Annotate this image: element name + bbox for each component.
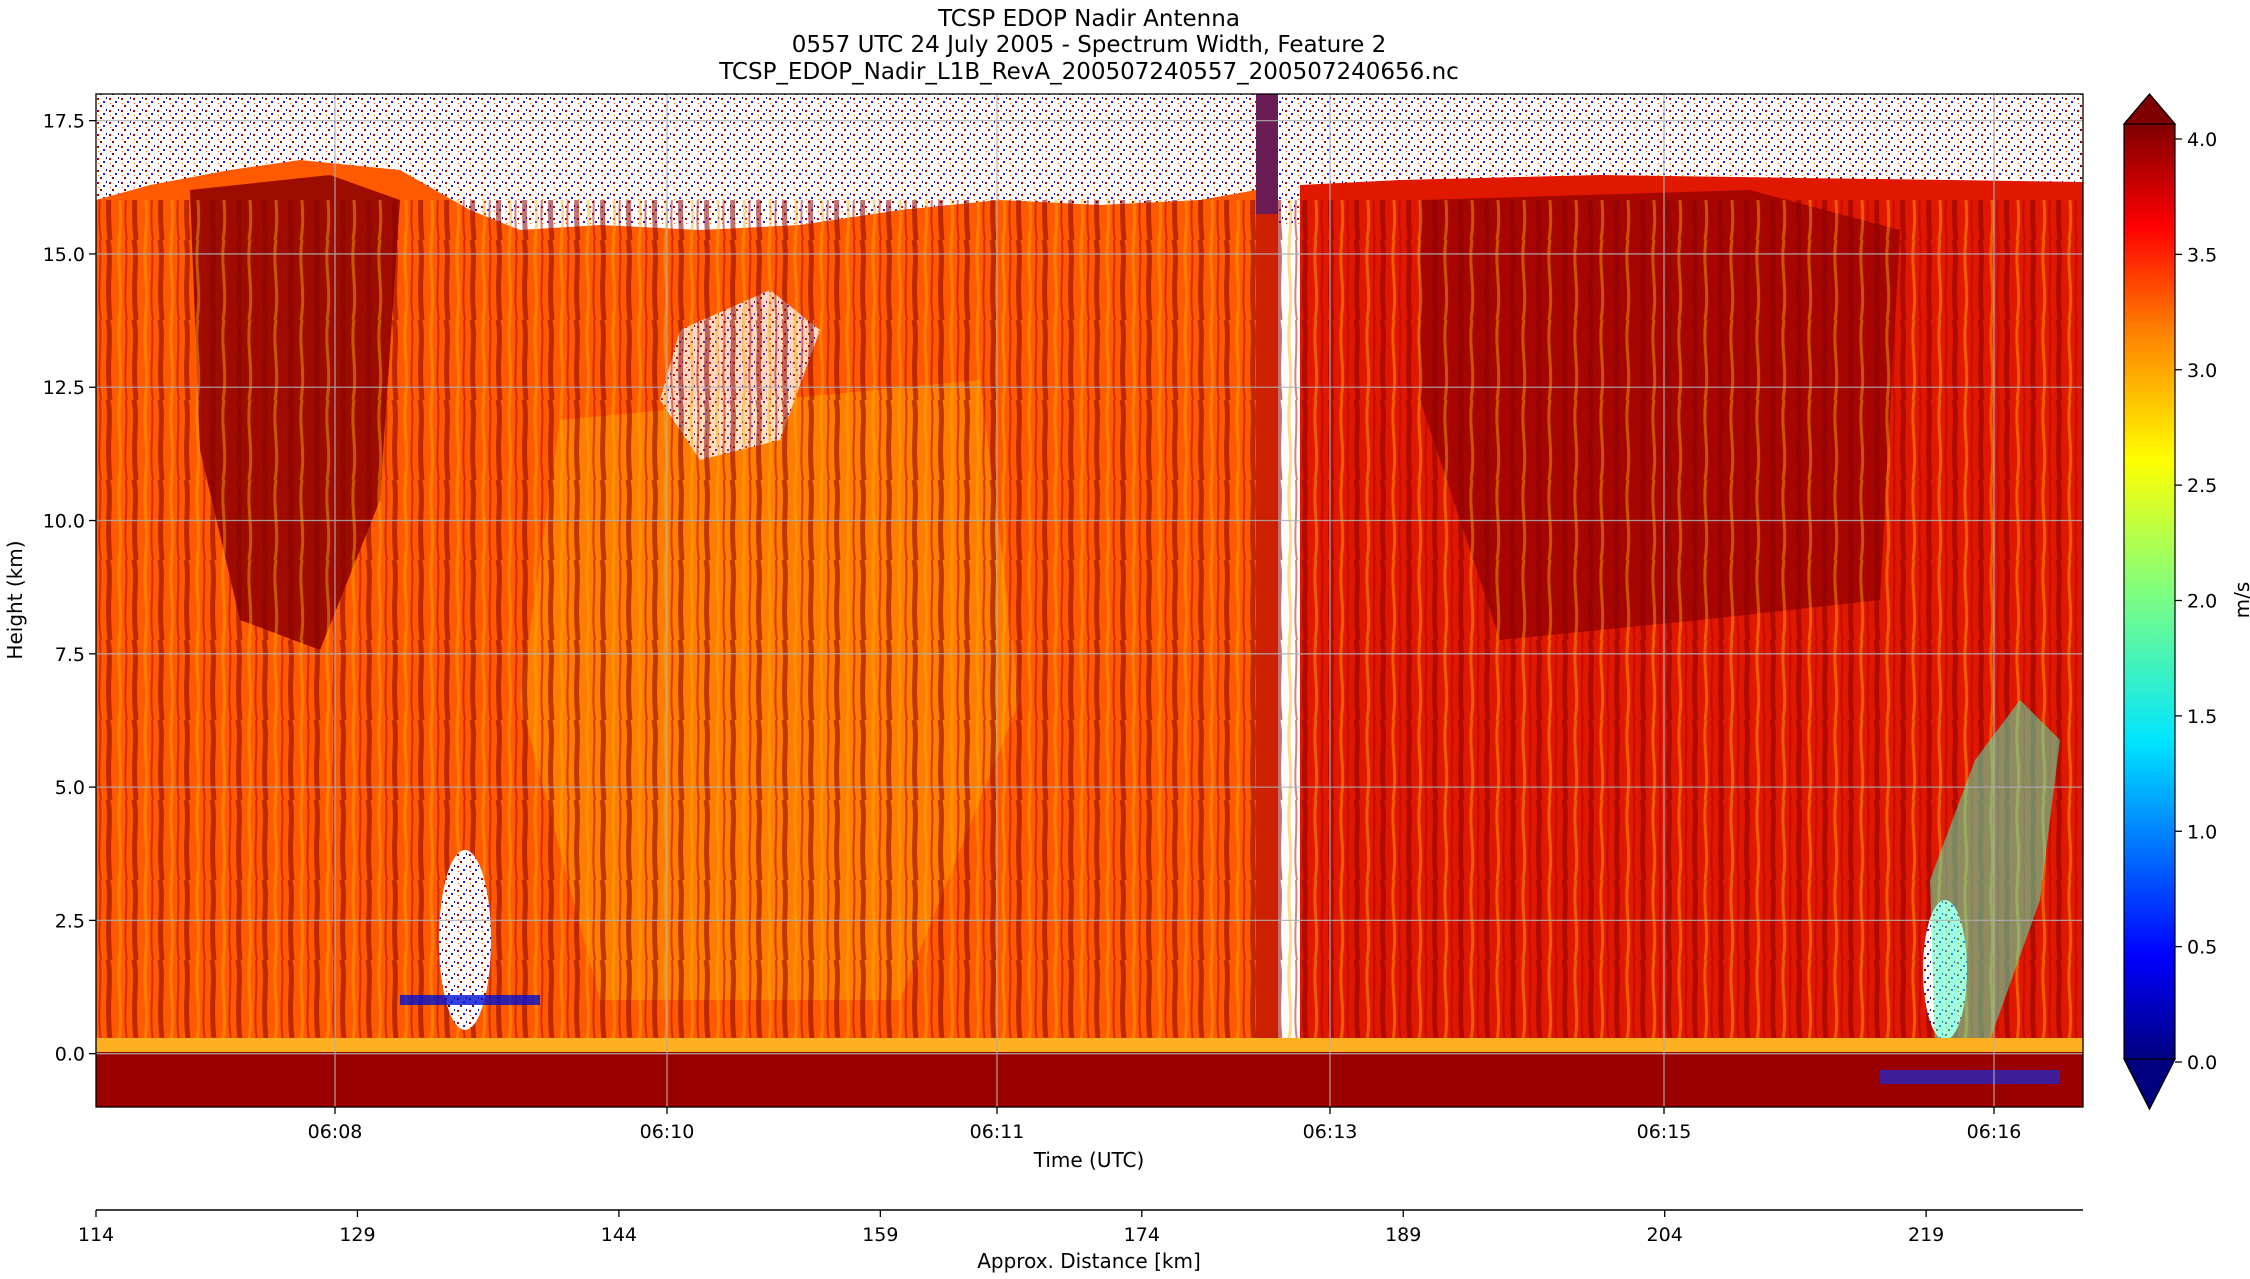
colorbar-tick-label: 1.0 [2187, 821, 2217, 843]
colorbar-tick-label: 0.5 [2187, 937, 2217, 959]
y-axis-label: Height (km) [3, 540, 27, 659]
x-tick-label: 06:08 [308, 1121, 363, 1143]
y-tick-label: 15.0 [43, 244, 85, 266]
x-axis-label: Time (UTC) [1033, 1148, 1145, 1172]
colorbar-extend-max [2122, 93, 2177, 125]
x-tick-label: 06:10 [640, 1121, 695, 1143]
chart-title-line-3: TCSP_EDOP_Nadir_L1B_RevA_200507240557_20… [718, 59, 1459, 85]
colorbar-extend-min [2123, 1058, 2176, 1111]
colorbar-ticks: 0.0 0.5 1.0 1.5 2.0 2.5 3.0 3.5 4.0 [2175, 129, 2217, 1074]
y-tick-label: 17.5 [43, 111, 85, 133]
y-tick-label: 10.0 [43, 511, 85, 533]
chart-title-line-1: TCSP EDOP Nadir Antenna [937, 6, 1240, 32]
y-tick-label: 5.0 [55, 777, 85, 799]
heatmap-plot-area [96, 94, 2083, 1107]
data-gap-column [1256, 94, 1278, 1107]
colorbar: 0.0 0.5 1.0 1.5 2.0 2.5 3.0 3.5 4.0 m/s [2122, 93, 2250, 1111]
distance-tick-label: 189 [1385, 1224, 1421, 1246]
colorbar-tick-label: 2.5 [2187, 475, 2217, 497]
echo-gap-left [439, 850, 491, 1030]
y-tick-label: 0.0 [55, 1044, 85, 1066]
x-tick-label: 06:13 [1303, 1121, 1358, 1143]
x-tick-label: 06:15 [1637, 1121, 1692, 1143]
distance-axis: 114 129 144 159 174 189 204 219 [78, 1210, 1944, 1246]
y-tick-label: 2.5 [55, 910, 85, 932]
distance-tick-label: 204 [1647, 1224, 1683, 1246]
y-tick-label: 12.5 [43, 377, 85, 399]
distance-tick-label: 144 [601, 1224, 637, 1246]
colorbar-tick-label: 2.0 [2187, 591, 2217, 613]
colorbar-label: m/s [2230, 582, 2250, 619]
distance-tick-label: 174 [1124, 1224, 1160, 1246]
plot-frame [95, 93, 2084, 1108]
x-tick-label: 06:11 [970, 1121, 1025, 1143]
colorbar-tick-label: 0.0 [2187, 1052, 2217, 1074]
y-axis: 17.5 15.0 12.5 10.0 7.5 5.0 2.5 0.0 [43, 111, 96, 1066]
colorbar-tick-label: 3.0 [2187, 360, 2217, 382]
distance-tick-label: 129 [339, 1224, 375, 1246]
surface-return [96, 1038, 2083, 1052]
colorbar-tick-label: 3.5 [2187, 244, 2217, 266]
below-surface [96, 1052, 2083, 1107]
grid-lines [96, 94, 2083, 1107]
chart-title-line-2: 0557 UTC 24 July 2005 - Spectrum Width, … [792, 32, 1387, 58]
x-axis: 06:08 06:10 06:11 06:13 06:15 06:16 [308, 1107, 2022, 1143]
colorbar-gradient [2124, 124, 2175, 1059]
distance-tick-label: 114 [78, 1224, 114, 1246]
y-tick-label: 7.5 [55, 644, 85, 666]
distance-axis-label: Approx. Distance [km] [977, 1249, 1201, 1273]
x-tick-label: 06:16 [1967, 1121, 2022, 1143]
colorbar-tick-label: 1.5 [2187, 706, 2217, 728]
distance-tick-label: 219 [1908, 1224, 1944, 1246]
colorbar-tick-label: 4.0 [2187, 129, 2217, 151]
distance-tick-label: 159 [862, 1224, 898, 1246]
